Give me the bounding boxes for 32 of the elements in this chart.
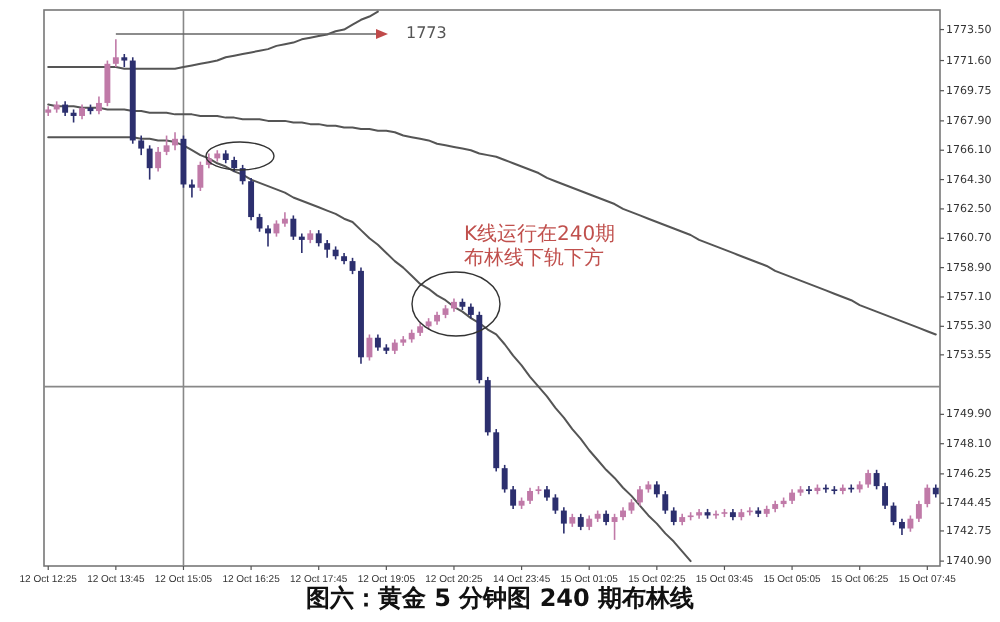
candlestick <box>636 485 643 507</box>
candlestick <box>197 160 204 192</box>
candlestick <box>248 177 255 222</box>
candlestick <box>552 493 559 515</box>
candlestick <box>366 333 373 362</box>
line-series <box>47 103 937 336</box>
annotation: 1773 <box>406 24 447 43</box>
line-series <box>47 10 379 70</box>
candlestick <box>290 214 297 241</box>
candlestick <box>493 428 500 473</box>
candlestick <box>915 499 922 523</box>
text: 图六：黄金 5 分钟图 240 期布林线 <box>305 584 695 612</box>
candlestick <box>510 485 517 510</box>
candlestick <box>611 513 618 541</box>
candlestick <box>501 464 508 494</box>
candlestick <box>873 469 880 491</box>
candlestick <box>112 38 119 68</box>
candlestick <box>163 134 170 156</box>
candlestick <box>560 506 567 535</box>
candlestick <box>188 178 195 199</box>
candlestick <box>104 59 111 107</box>
candlestick <box>806 485 812 496</box>
candlestick <box>155 146 162 173</box>
candlestick <box>662 490 669 515</box>
candlestick <box>146 144 153 181</box>
candlestick <box>298 232 305 254</box>
line-series <box>47 136 692 563</box>
candlestick <box>265 224 271 248</box>
annotation: K线运行在240期布林线下轨下方 <box>464 222 616 270</box>
candlestick <box>882 482 889 510</box>
candlestick <box>924 483 931 509</box>
candlestick <box>138 134 145 156</box>
